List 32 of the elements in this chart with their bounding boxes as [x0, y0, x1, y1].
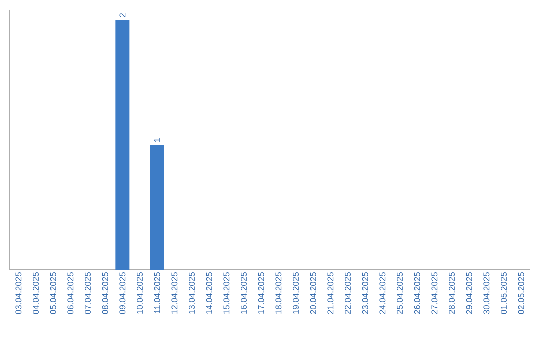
x-tick-label: 14.04.2025 [206, 272, 212, 314]
x-tick-label: 02.05.2025 [518, 272, 524, 314]
x-tick-label: 19.04.2025 [293, 272, 299, 314]
x-tick-label: 08.04.2025 [102, 272, 108, 314]
x-tick-label: 26.04.2025 [414, 272, 420, 314]
data-label: 2 [120, 14, 126, 18]
x-tick-label: 15.04.2025 [224, 272, 230, 314]
x-tick-label: 05.04.2025 [50, 272, 56, 314]
x-tick-label: 07.04.2025 [85, 272, 91, 314]
x-tick-label: 17.04.2025 [258, 272, 264, 314]
x-tick-label: 23.04.2025 [362, 272, 368, 314]
data-label: 1 [154, 138, 160, 142]
x-tick-label: 29.04.2025 [466, 272, 472, 314]
x-tick-label: 18.04.2025 [276, 272, 282, 314]
x-tick-label: 30.04.2025 [484, 272, 490, 314]
x-tick-label: 21.04.2025 [328, 272, 334, 314]
x-tick-label: 28.04.2025 [449, 272, 455, 314]
x-tick-label: 24.04.2025 [380, 272, 386, 314]
x-tick-label: 25.04.2025 [397, 272, 403, 314]
x-tick-label: 10.04.2025 [137, 272, 143, 314]
x-tick-label: 27.04.2025 [432, 272, 438, 314]
x-tick-label: 20.04.2025 [310, 272, 316, 314]
x-tick-label: 11.04.2025 [154, 272, 160, 314]
x-tick-label: 12.04.2025 [172, 272, 178, 314]
x-tick-label: 06.04.2025 [68, 272, 74, 314]
x-tick-label: 09.04.2025 [120, 272, 126, 314]
x-tick-label: 13.04.2025 [189, 272, 195, 314]
x-tick-label: 01.05.2025 [501, 272, 507, 314]
x-tick-label: 03.04.2025 [16, 272, 22, 314]
x-tick-label: 22.04.2025 [345, 272, 351, 314]
x-tick-label: 16.04.2025 [241, 272, 247, 314]
x-tick-label: 04.04.2025 [33, 272, 39, 314]
